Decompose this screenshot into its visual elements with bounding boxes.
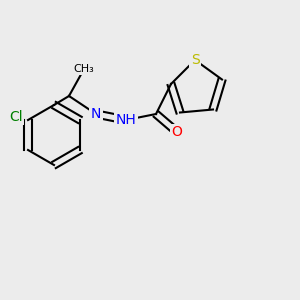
Text: Cl: Cl — [9, 110, 23, 124]
Text: O: O — [172, 125, 182, 139]
Text: N: N — [91, 107, 101, 121]
Text: NH: NH — [116, 113, 136, 127]
Text: S: S — [190, 53, 200, 67]
Text: CH₃: CH₃ — [74, 64, 94, 74]
